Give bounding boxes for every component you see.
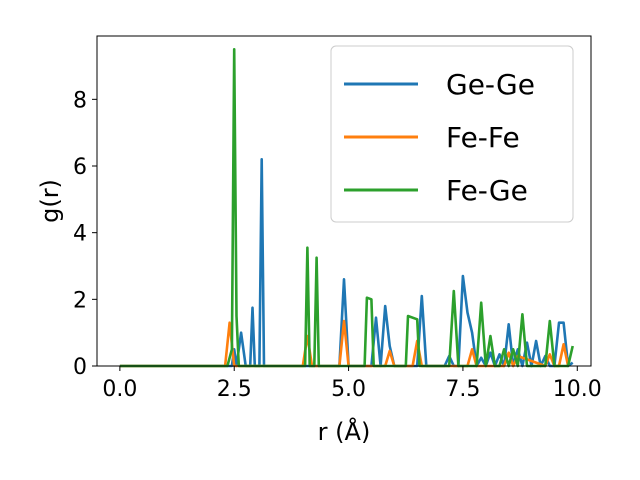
y-tick-label: 4 xyxy=(73,222,87,247)
y-tick-label: 6 xyxy=(73,155,87,180)
x-tick-label: 10.0 xyxy=(553,377,602,402)
legend-label-fe-fe: Fe-Fe xyxy=(446,121,520,154)
legend-label-fe-ge: Fe-Ge xyxy=(446,174,528,207)
x-tick-label: 7.5 xyxy=(445,377,480,402)
legend-label-ge-ge: Ge-Ge xyxy=(446,68,535,101)
x-tick-label: 2.5 xyxy=(217,377,252,402)
x-tick-label: 5.0 xyxy=(331,377,366,402)
y-axis-label: g(r) xyxy=(36,179,64,223)
plot-frame xyxy=(96,35,592,367)
x-axis-label: r (Å) xyxy=(318,417,371,446)
y-axis-ticks: 0 2 4 6 8 xyxy=(73,88,97,380)
y-tick-label: 8 xyxy=(73,88,87,113)
x-axis-ticks: 0.0 2.5 5.0 7.5 10.0 xyxy=(102,366,602,402)
legend-box xyxy=(330,45,574,223)
y-tick-label: 0 xyxy=(73,355,87,380)
legend: Ge-Ge Fe-Fe Fe-Ge xyxy=(330,45,574,223)
y-tick-label: 2 xyxy=(73,288,87,313)
x-tick-label: 0.0 xyxy=(102,377,137,402)
